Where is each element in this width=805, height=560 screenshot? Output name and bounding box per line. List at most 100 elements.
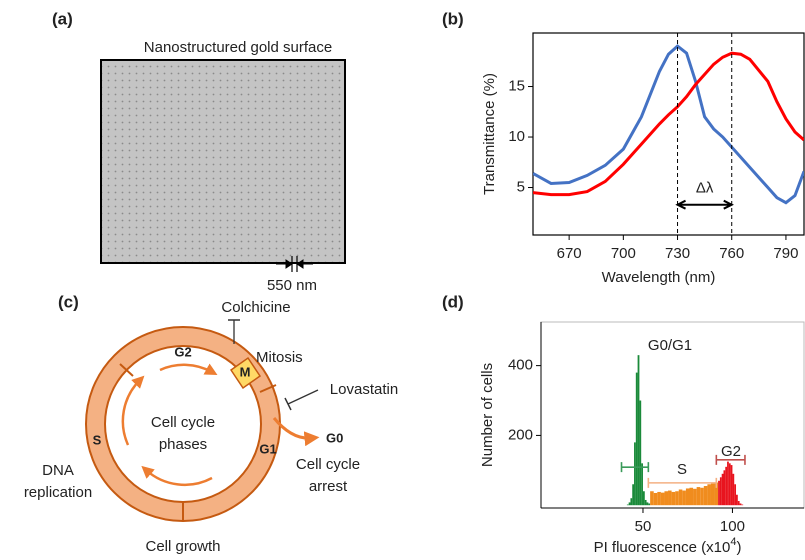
inhibitor-bar — [284, 397, 292, 411]
phase-label: S — [93, 432, 102, 447]
drug-label: Colchicine — [221, 299, 290, 316]
y-axis-label: Transmittance (%) — [481, 73, 498, 195]
panel-label: (b) — [442, 9, 464, 28]
y-tick-label: 10 — [508, 128, 525, 145]
y-axis-label: Number of cells — [479, 363, 496, 467]
hist-bar — [646, 502, 649, 506]
phase-divider — [119, 363, 134, 377]
hist-bar — [685, 488, 690, 506]
cycle-arrow — [141, 465, 213, 487]
hist-bar — [728, 463, 731, 506]
hist-bar — [626, 504, 629, 506]
hist-bar — [736, 494, 738, 506]
chart: (d) 200 400 50 100 Number of cells G0/G1 S G2 PI … — [442, 292, 805, 556]
hist-bar — [657, 491, 661, 506]
x-tick-label: 100 — [720, 518, 745, 535]
m-phase — [229, 356, 262, 390]
hist-bar — [660, 492, 665, 506]
hist-bar — [730, 465, 733, 506]
phase-annotation: G2 — [721, 443, 741, 460]
hist-bar — [632, 484, 635, 506]
hist-bar — [671, 491, 676, 506]
mitosis-label: Mitosis — [256, 349, 303, 366]
y-tick-label: 5 — [517, 178, 525, 195]
hist-bar — [719, 477, 722, 506]
hist-bar — [718, 480, 720, 506]
shift-arrow — [675, 199, 734, 210]
y-tick-label: 200 — [508, 426, 533, 443]
scale-arrow — [296, 259, 313, 269]
hist-bar — [639, 400, 642, 506]
plot-frame — [532, 32, 805, 236]
phase-label: G0 — [326, 430, 343, 445]
hist-bar — [653, 492, 658, 506]
scale-arrow — [276, 259, 293, 269]
x-label-text: PI fluorescence (x10 — [594, 539, 731, 556]
hist-bar — [641, 463, 643, 506]
cycle-arrow — [121, 375, 145, 446]
hist-bar — [714, 482, 719, 506]
hist-bar — [630, 498, 633, 506]
x-tick-label: 790 — [773, 245, 798, 262]
panel-label: (a) — [52, 9, 73, 28]
hist-bar — [628, 502, 631, 506]
x-tick-label: 670 — [557, 245, 582, 262]
surface-title: Nanostructured gold surface — [144, 39, 332, 56]
x-tick-label: 730 — [665, 245, 690, 262]
g0-arrow — [272, 417, 320, 447]
phase-label: G2 — [174, 344, 191, 359]
hist-bar — [689, 487, 694, 506]
surface-dots — [100, 59, 346, 264]
hist-bar — [644, 499, 647, 506]
hist-bar — [693, 488, 697, 506]
dna-label: DNA replication — [24, 462, 92, 501]
hist-bar — [721, 473, 724, 506]
line: replication — [24, 484, 92, 501]
y-tick-label: 400 — [508, 357, 533, 374]
shift-label: Δλ — [696, 180, 714, 197]
x-tick-label: 50 — [635, 518, 652, 535]
hist-bar — [650, 491, 654, 506]
inhibitor-line — [287, 389, 319, 405]
hist-bar — [637, 355, 640, 506]
hist-bar — [664, 491, 669, 506]
line: Cell cycle — [151, 414, 215, 431]
hist-bar — [703, 486, 708, 506]
panel-c: (c) Colchicine Lovastatin Mitosis G2 M S… — [24, 292, 398, 554]
growth-label: Cell growth — [145, 538, 220, 555]
panel-label: (c) — [58, 292, 79, 311]
line-series — [533, 51, 804, 197]
hist-bar — [732, 473, 735, 506]
hist-bar — [741, 504, 744, 506]
hist-bar — [634, 442, 636, 506]
gate — [647, 477, 718, 488]
x-label-sup: 4 — [730, 536, 736, 548]
panel-a: (a) Nanostructured gold surface 550 nm — [52, 9, 346, 294]
y-tick-label: 15 — [508, 77, 525, 94]
phase-annotation: G0/G1 — [648, 337, 692, 354]
cycle-arrow — [159, 363, 218, 376]
hist-bar — [678, 489, 683, 506]
hist-bar — [696, 487, 701, 506]
line: DNA — [42, 462, 74, 479]
hist-bar — [648, 503, 651, 506]
hist-bar — [734, 484, 737, 506]
phase-label: M — [240, 364, 251, 379]
line: Cell cycle — [296, 456, 360, 473]
hist-bar — [668, 490, 672, 506]
gate — [620, 462, 650, 473]
phase-annotation: S — [677, 461, 687, 478]
x-tick-label: 700 — [611, 245, 636, 262]
hist-bar — [725, 466, 728, 506]
x-axis-label: Wavelength (nm) — [602, 269, 716, 286]
hist-bar — [700, 487, 704, 506]
x-label-end: ) — [736, 539, 741, 556]
chart: (b) 5 10 15 670 700 730 760 790 Transmittance (%)… — [442, 9, 805, 286]
gate — [715, 454, 746, 465]
arrest-label: Cell cycle arrest — [296, 456, 360, 495]
x-tick-label: 760 — [719, 245, 744, 262]
drug-label: Lovastatin — [330, 381, 398, 398]
panel-label: (d) — [442, 292, 464, 311]
